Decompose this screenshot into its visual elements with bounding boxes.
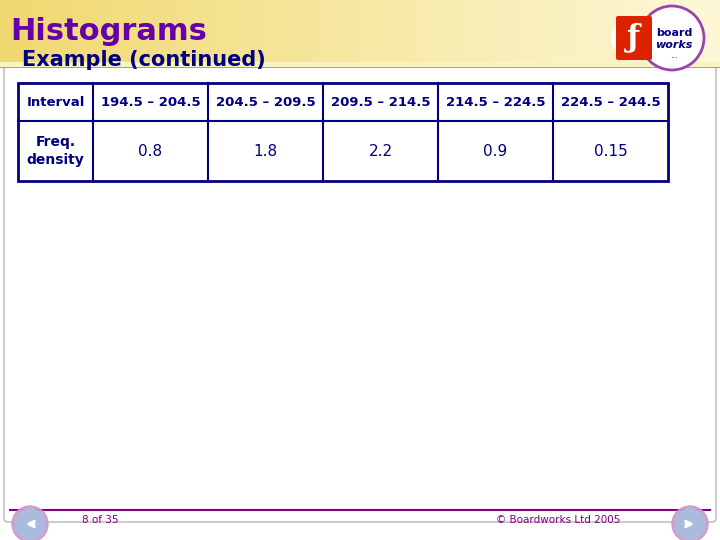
Bar (504, 0, 517, 62)
Bar (48, 0, 61, 62)
Bar (84, 0, 97, 62)
Text: 1.8: 1.8 (253, 144, 278, 159)
Text: 214.5 – 224.5: 214.5 – 224.5 (446, 96, 545, 109)
Bar (696, 0, 709, 62)
Bar (624, 0, 637, 62)
Bar (672, 0, 685, 62)
Bar (516, 0, 529, 62)
Bar (156, 0, 169, 62)
Text: board: board (656, 28, 692, 38)
Circle shape (12, 506, 48, 540)
FancyBboxPatch shape (4, 64, 716, 522)
FancyBboxPatch shape (616, 16, 652, 60)
Bar (336, 0, 349, 62)
Bar (372, 0, 385, 62)
Bar (276, 0, 289, 62)
Bar (360, 0, 373, 62)
Text: 204.5 – 209.5: 204.5 – 209.5 (216, 96, 315, 109)
Bar (288, 0, 301, 62)
Bar (60, 0, 73, 62)
Circle shape (672, 506, 708, 540)
Bar (468, 0, 481, 62)
Text: Interval: Interval (27, 96, 85, 109)
Bar (108, 0, 121, 62)
Bar (300, 0, 313, 62)
Text: ƒ: ƒ (627, 23, 641, 53)
Bar (228, 0, 241, 62)
Bar (24, 0, 37, 62)
Bar (444, 0, 457, 62)
Circle shape (612, 16, 656, 60)
Bar (552, 0, 565, 62)
Bar (324, 0, 337, 62)
Bar (612, 0, 625, 62)
Text: Example (continued): Example (continued) (22, 50, 266, 70)
Bar (72, 0, 85, 62)
Bar (216, 0, 229, 62)
Text: ...: ... (670, 51, 678, 60)
Text: Histograms: Histograms (10, 17, 207, 45)
Bar (132, 0, 145, 62)
Bar (12, 0, 25, 62)
Text: 0.15: 0.15 (593, 144, 627, 159)
Bar (0, 0, 13, 62)
Bar (528, 0, 541, 62)
Text: works: works (655, 40, 693, 50)
Bar (636, 0, 649, 62)
Bar (120, 0, 133, 62)
Bar (180, 0, 193, 62)
Bar (252, 0, 265, 62)
Bar (0, 62, 720, 67)
Circle shape (15, 509, 45, 539)
Bar (564, 0, 577, 62)
Text: 8 of 35: 8 of 35 (82, 515, 118, 525)
Bar (144, 0, 157, 62)
Bar (492, 0, 505, 62)
Text: 0.9: 0.9 (483, 144, 508, 159)
Bar (648, 0, 661, 62)
Bar (168, 0, 181, 62)
Bar (588, 0, 601, 62)
Bar (576, 0, 589, 62)
Bar (660, 0, 673, 62)
Bar (708, 0, 720, 62)
Bar (96, 0, 109, 62)
Text: © Boardworks Ltd 2005: © Boardworks Ltd 2005 (495, 515, 620, 525)
Text: 224.5 – 244.5: 224.5 – 244.5 (561, 96, 660, 109)
Bar (264, 0, 277, 62)
Bar (204, 0, 217, 62)
Bar (18, 83, 668, 181)
Bar (456, 0, 469, 62)
Bar (684, 0, 697, 62)
Bar (480, 0, 493, 62)
Text: Freq.
density: Freq. density (27, 135, 84, 167)
Circle shape (640, 6, 704, 70)
Bar (348, 0, 361, 62)
Text: 209.5 – 214.5: 209.5 – 214.5 (330, 96, 431, 109)
Text: 2.2: 2.2 (369, 144, 392, 159)
Circle shape (675, 509, 705, 539)
Bar (312, 0, 325, 62)
Bar (408, 0, 421, 62)
Bar (384, 0, 397, 62)
Bar (36, 0, 49, 62)
Bar (600, 0, 613, 62)
Bar (240, 0, 253, 62)
Bar (192, 0, 205, 62)
Text: 0.8: 0.8 (138, 144, 163, 159)
Bar (432, 0, 445, 62)
Text: 194.5 – 204.5: 194.5 – 204.5 (101, 96, 200, 109)
Bar (540, 0, 553, 62)
Bar (420, 0, 433, 62)
Bar (396, 0, 409, 62)
